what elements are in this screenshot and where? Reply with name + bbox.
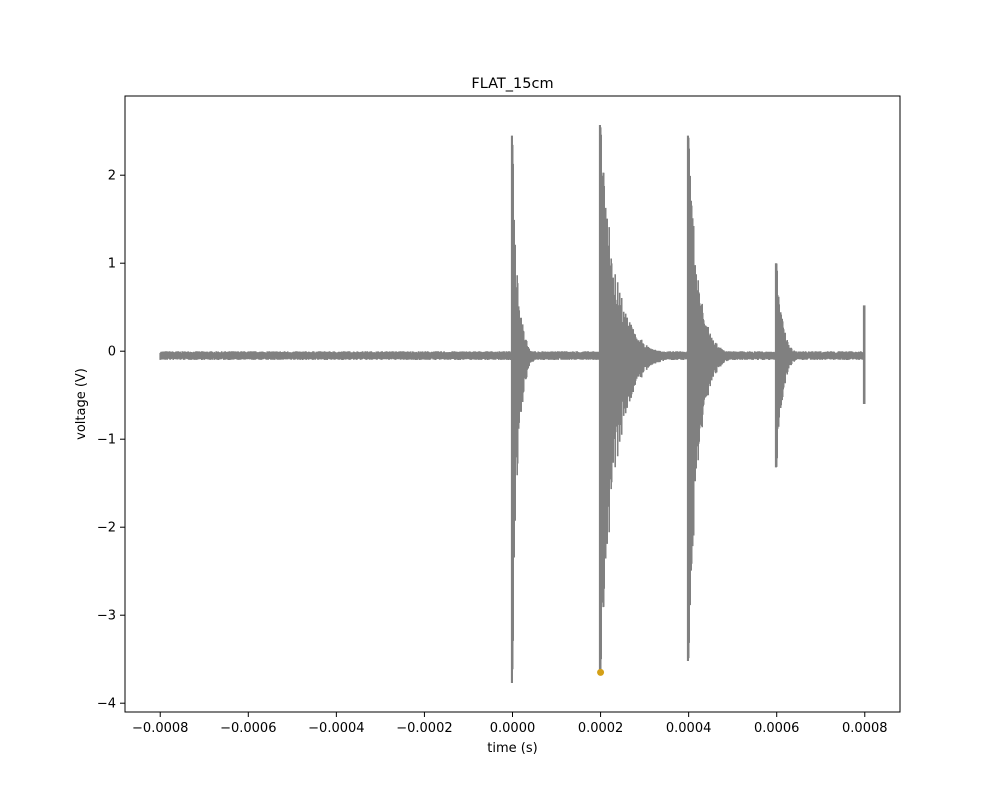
x-tick-label: −0.0008 xyxy=(132,721,188,736)
x-tick-label: −0.0002 xyxy=(396,721,452,736)
y-tick-label: −2 xyxy=(97,521,116,536)
chart-title: FLAT_15cm xyxy=(471,76,553,92)
plot-area xyxy=(159,125,866,683)
marker-layer xyxy=(597,668,605,676)
y-axis: −4 −3 −2 −1 0 1 2 xyxy=(97,169,125,712)
x-tick-label: −0.0004 xyxy=(308,721,364,736)
signal-trace xyxy=(159,125,866,683)
signal-trace-path xyxy=(159,125,866,683)
y-tick-label: 0 xyxy=(108,345,116,360)
x-tick-label: 0.0000 xyxy=(490,721,536,736)
x-tick-label: 0.0006 xyxy=(754,721,800,736)
x-tick-label: 0.0004 xyxy=(666,721,712,736)
y-tick-label: −4 xyxy=(97,697,116,712)
y-tick-label: 1 xyxy=(108,257,116,272)
y-tick-label: 2 xyxy=(108,169,116,184)
y-axis-label: voltage (V) xyxy=(74,368,89,440)
x-axis: −0.0008 −0.0006 −0.0004 −0.0002 0.0000 0.0002… xyxy=(132,712,888,736)
x-tick-label: −0.0006 xyxy=(220,721,276,736)
minimum-point-marker xyxy=(597,668,605,676)
y-tick-label: −3 xyxy=(97,609,116,624)
x-tick-label: 0.0002 xyxy=(578,721,624,736)
x-axis-label: time (s) xyxy=(487,741,537,756)
x-tick-label: 0.0008 xyxy=(842,721,888,736)
y-tick-label: −1 xyxy=(97,433,116,448)
